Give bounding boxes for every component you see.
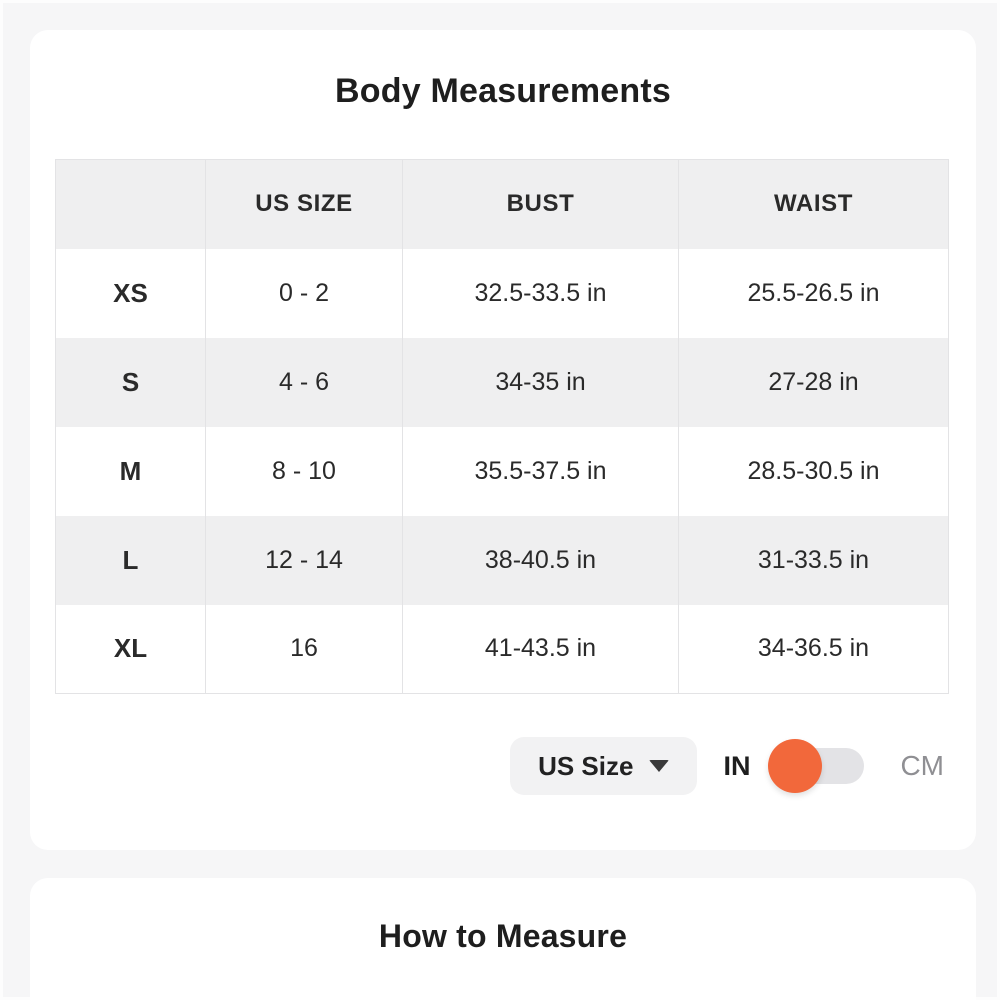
waist-value: 34-36.5 in xyxy=(678,604,949,694)
size-label: L xyxy=(122,544,139,575)
table-row-xl: XL 16 41-43.5 in 34-36.5 in xyxy=(56,604,949,694)
waist-value: 27-28 in xyxy=(678,337,949,427)
chevron-down-icon xyxy=(649,760,670,772)
size-label: M xyxy=(119,455,142,486)
unit-label-cm[interactable]: CM xyxy=(900,750,944,781)
unit-controls: US Size IN CM xyxy=(510,736,946,796)
how-to-measure-card: How to Measure xyxy=(30,878,976,1000)
us-size-value: 16 xyxy=(205,604,403,694)
unit-label-in[interactable]: IN xyxy=(723,750,751,781)
us-size-value: 12 - 14 xyxy=(205,515,403,605)
body-measurements-card: Body Measurements US SIZE BUST WAIST XS … xyxy=(30,30,976,850)
size-system-dropdown[interactable]: US Size xyxy=(510,737,698,795)
header-empty-cell xyxy=(56,160,206,249)
bust-value: 38-40.5 in xyxy=(402,515,679,605)
header-bust: BUST xyxy=(402,159,679,249)
bust-value: 41-43.5 in xyxy=(402,604,679,694)
size-chart-table: US SIZE BUST WAIST XS 0 - 2 32.5-33.5 in… xyxy=(55,159,949,694)
us-size-value: 0 - 2 xyxy=(205,248,403,338)
us-size-value: 4 - 6 xyxy=(205,337,403,427)
waist-value: 31-33.5 in xyxy=(678,515,949,605)
size-label: S xyxy=(121,366,140,397)
waist-value: 28.5-30.5 in xyxy=(678,426,949,516)
size-label: XL xyxy=(113,633,148,664)
bust-value: 35.5-37.5 in xyxy=(402,426,679,516)
table-row-xs: XS 0 - 2 32.5-33.5 in 25.5-26.5 in xyxy=(56,248,949,338)
table-row-m: M 8 - 10 35.5-37.5 in 28.5-30.5 in xyxy=(56,426,949,516)
body-measurements-title: Body Measurements xyxy=(335,72,671,110)
bust-value: 34-35 in xyxy=(402,337,679,427)
waist-value: 25.5-26.5 in xyxy=(678,248,949,338)
table-row-s: S 4 - 6 34-35 in 27-28 in xyxy=(55,337,949,427)
how-to-measure-title: How to Measure xyxy=(378,918,628,954)
header-waist: WAIST xyxy=(678,159,949,249)
unit-toggle-switch[interactable] xyxy=(768,739,865,793)
header-us-size: US SIZE xyxy=(205,159,403,249)
size-label: XS xyxy=(113,277,148,308)
us-size-value: 8 - 10 xyxy=(205,426,403,516)
table-header-row: US SIZE BUST WAIST xyxy=(55,159,949,249)
table-row-l: L 12 - 14 38-40.5 in 31-33.5 in xyxy=(55,515,949,605)
unit-toggle-knob[interactable] xyxy=(768,739,823,793)
size-system-dropdown-label: US Size xyxy=(538,750,634,781)
bust-value: 32.5-33.5 in xyxy=(402,248,679,338)
